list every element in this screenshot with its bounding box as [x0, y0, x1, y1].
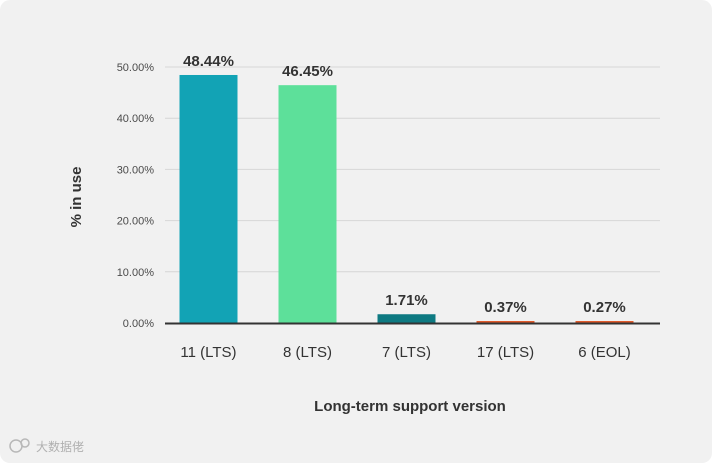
x-axis-categories: 11 (LTS) 8 (LTS) 7 (LTS) 17 (LTS) 6 (EOL)	[180, 344, 630, 361]
value-label: 48.44%	[183, 53, 234, 70]
value-labels: 48.44% 46.45% 1.71% 0.37% 0.27%	[183, 53, 626, 316]
x-category-label: 7 (LTS)	[382, 344, 431, 361]
value-label: 1.71%	[385, 292, 428, 309]
bars	[179, 74, 634, 324]
bar	[575, 321, 634, 323]
y-tick-label: 0.00%	[123, 318, 154, 330]
y-tick-label: 30.00%	[117, 164, 155, 176]
x-category-label: 11 (LTS)	[180, 344, 236, 361]
y-tick-label: 40.00%	[117, 113, 155, 125]
x-axis-title: Long-term support version	[314, 398, 506, 415]
cloud-logo-icon	[9, 438, 30, 453]
x-category-label: 17 (LTS)	[477, 344, 534, 361]
y-tick-label: 50.00%	[117, 62, 155, 74]
y-tick-label: 20.00%	[117, 216, 155, 228]
y-axis-title: % in use	[68, 167, 85, 228]
value-label: 0.37%	[484, 299, 527, 316]
x-category-label: 6 (EOL)	[578, 344, 631, 361]
bar	[278, 85, 337, 324]
y-tick-label: 10.00%	[117, 267, 155, 279]
value-label: 46.45%	[282, 63, 333, 80]
bar	[476, 321, 535, 323]
x-category-label: 8 (LTS)	[283, 344, 332, 361]
bar	[377, 314, 436, 323]
watermark-text: 大数据佬	[36, 439, 84, 454]
y-axis-ticks: 0.00% 10.00% 20.00% 30.00% 40.00% 50.00%	[117, 62, 155, 330]
gridlines	[165, 66, 660, 273]
watermark: 大数据佬	[9, 438, 84, 454]
value-label: 0.27%	[583, 299, 626, 316]
bar	[179, 74, 238, 323]
